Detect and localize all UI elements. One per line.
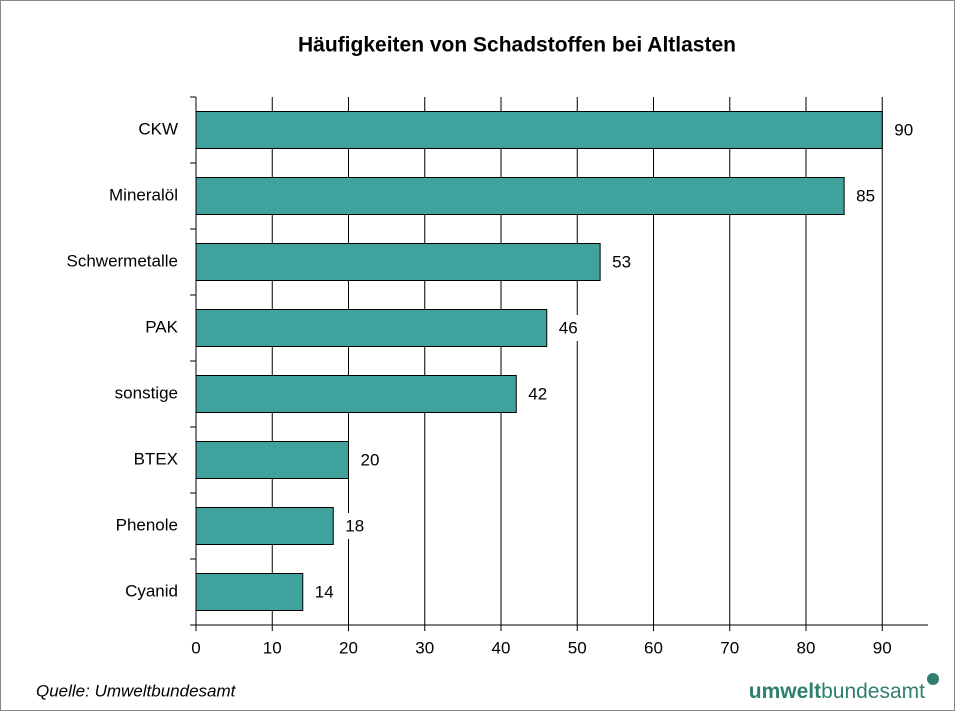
- value-label-bg: [602, 249, 637, 275]
- x-tick-label: 50: [568, 638, 587, 657]
- value-label: 14: [315, 582, 334, 601]
- value-label-bg: [884, 117, 919, 143]
- bar: [195, 441, 349, 479]
- logo-mark: [927, 673, 939, 685]
- logo-bold: umwelt: [749, 680, 821, 703]
- logo: umweltbundesamt: [749, 680, 925, 703]
- y-tick-label: Cyanid: [125, 581, 178, 600]
- source: Quelle: Umweltbundesamt: [36, 681, 237, 700]
- bar: [195, 573, 304, 611]
- bar: [195, 507, 334, 545]
- x-tick-label: 20: [339, 638, 358, 657]
- value-label: 46: [559, 318, 578, 337]
- value-label-bg: [350, 447, 385, 473]
- logo-regular: bundesamt: [821, 680, 925, 703]
- x-tick-label: 10: [263, 638, 282, 657]
- x-tick-label: 60: [644, 638, 663, 657]
- y-tick-label: PAK: [145, 317, 178, 336]
- value-label-bg: [548, 315, 583, 341]
- value-label: 85: [856, 186, 875, 205]
- x-tick-label: 70: [720, 638, 739, 657]
- value-label: 18: [345, 516, 364, 535]
- bar: [195, 243, 601, 281]
- y-tick-label: Mineralöl: [109, 185, 178, 204]
- y-tick-label: CKW: [138, 119, 178, 138]
- value-label-bg: [846, 183, 881, 209]
- y-tick-label: Schwermetalle: [67, 251, 179, 270]
- y-tick-label: BTEX: [134, 449, 178, 468]
- x-tick-label: 90: [873, 638, 892, 657]
- y-tick-label: sonstige: [115, 383, 178, 402]
- value-label: 90: [894, 120, 913, 139]
- value-label-bg: [335, 513, 370, 539]
- x-tick-label: 80: [797, 638, 816, 657]
- chart-title: Häufigkeiten von Schadstoffen bei Altlas…: [298, 34, 736, 57]
- value-label: 53: [612, 252, 631, 271]
- y-tick-label: Phenole: [116, 515, 178, 534]
- value-label: 42: [528, 384, 547, 403]
- bar: [195, 375, 517, 413]
- bar: [195, 111, 883, 149]
- value-label: 20: [361, 450, 380, 469]
- value-label-bg: [304, 579, 339, 605]
- bar: [195, 177, 845, 215]
- value-label-bg: [518, 381, 553, 407]
- bar: [195, 309, 548, 347]
- x-tick-label: 30: [415, 638, 434, 657]
- x-tick-label: 40: [492, 638, 511, 657]
- x-tick-label: 0: [191, 638, 200, 657]
